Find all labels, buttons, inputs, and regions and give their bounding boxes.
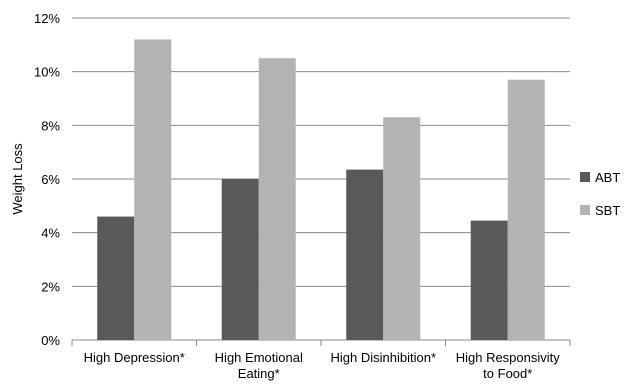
bar-abt [346,169,384,340]
y-tick-label: 2% [41,279,60,294]
x-category-label: to Food* [483,366,532,381]
y-tick-label: 12% [34,11,60,26]
legend-label-abt: ABT [595,170,620,185]
bars [97,39,545,341]
bar-abt [470,220,508,340]
legend: ABT SBT [580,170,620,218]
x-category-label: High Depression* [84,350,185,365]
y-axis-label: Weight Loss [10,143,25,215]
bar-sbt [258,58,296,340]
bar-abt [221,179,259,340]
bar-sbt [383,117,421,341]
bar-sbt [507,79,545,340]
y-tick-label: 0% [41,333,60,348]
y-tick-label: 6% [41,172,60,187]
x-category-label: High Emotional [215,350,303,365]
legend-swatch-sbt [580,205,590,215]
bar-sbt [134,39,172,340]
legend-label-sbt: SBT [595,203,620,218]
x-category-label: Eating* [238,366,280,381]
x-category-label: High Responsivity [456,350,561,365]
y-tick-labels: 0% 2% 4% 6% 8% 10% 12% [34,11,60,348]
x-category-label: High Disinhibition* [331,350,437,365]
y-tick-label: 8% [41,118,60,133]
y-tick-label: 4% [41,226,60,241]
bar-abt [97,216,135,340]
legend-swatch-abt [580,172,590,182]
y-tick-label: 10% [34,65,60,80]
